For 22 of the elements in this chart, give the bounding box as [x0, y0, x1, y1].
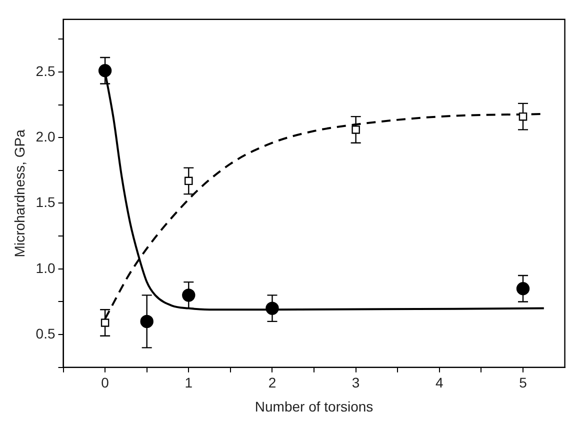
y-tick-label: 1.0 — [36, 260, 56, 276]
point — [140, 314, 154, 328]
point — [184, 176, 193, 186]
x-axis-title: Number of torsions — [254, 398, 374, 414]
x-tick-label: 3 — [352, 374, 360, 391]
x-tick-label: 0 — [101, 374, 110, 391]
point — [266, 302, 279, 315]
y-tick-label: 2.5 — [36, 62, 56, 79]
point — [100, 318, 110, 327]
y-axis-title: Microhardness, GPa — [11, 129, 28, 258]
point — [182, 288, 196, 302]
point — [518, 112, 528, 121]
point — [98, 64, 112, 78]
x-tick-label: 4 — [436, 374, 444, 391]
point — [516, 282, 530, 296]
y-tick-label: 1.5 — [36, 194, 56, 210]
x-tick-label: 1 — [184, 374, 193, 391]
x-tick-label: 2 — [268, 374, 276, 391]
x-tick-label: 5 — [519, 374, 528, 391]
y-tick-label: 0.5 — [36, 325, 56, 342]
point — [352, 126, 360, 134]
y-tick-label: 2.0 — [36, 128, 56, 144]
